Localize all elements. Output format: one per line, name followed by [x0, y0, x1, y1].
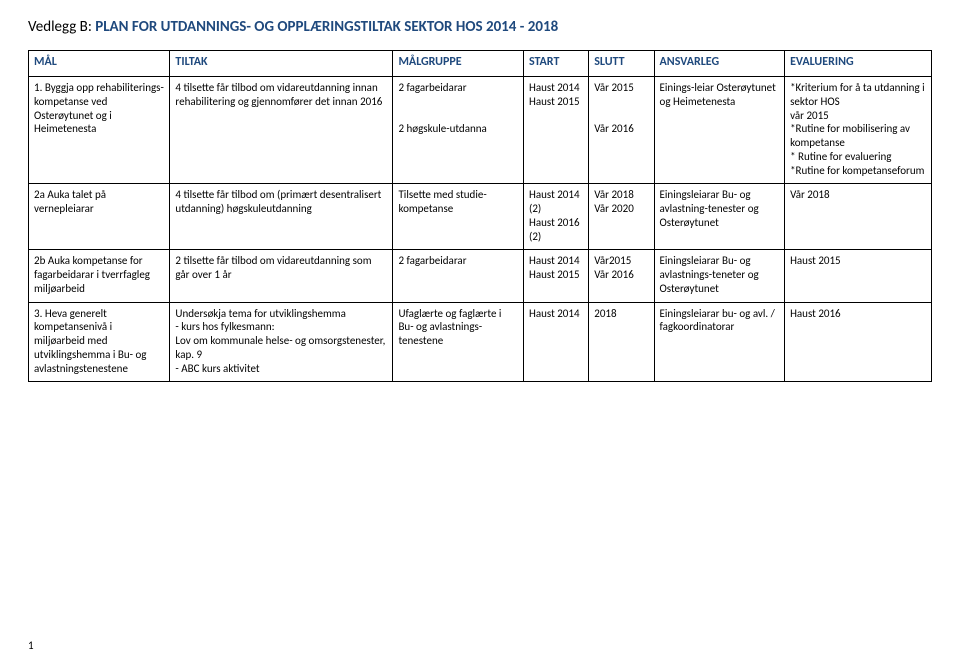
table-row: 1. Byggja opp rehabiliterings-kompetanse… — [29, 77, 932, 184]
cell-slutt: Vår2015Vår 2016 — [589, 250, 654, 302]
th-slutt: SLUTT — [589, 51, 654, 77]
cell-mal: 2b Auka kompetanse for fagarbeidarar i t… — [29, 250, 170, 302]
th-tiltak: TILTAK — [170, 51, 393, 77]
cell-tiltak: 4 tilsette får tilbod om vidareutdanning… — [170, 77, 393, 184]
cell-ansvarleg: Einingsleiarar bu- og avl. / fagkoordina… — [654, 302, 785, 382]
th-evaluering: EVALUERING — [785, 51, 932, 77]
cell-evaluering: Haust 2015 — [785, 250, 932, 302]
th-malgruppe: MÅLGRUPPE — [393, 51, 524, 77]
th-start: START — [523, 51, 588, 77]
cell-start: Haust 2014Haust 2015 — [523, 250, 588, 302]
cell-evaluering: Vår 2018 — [785, 184, 932, 250]
cell-slutt: Vår 2018Vår 2020 — [589, 184, 654, 250]
page-number: 1 — [28, 639, 34, 652]
title-main: PLAN FOR UTDANNINGS- OG OPPLÆRINGSTILTAK… — [95, 18, 558, 36]
cell-evaluering: Haust 2016 — [785, 302, 932, 382]
cell-evaluering: *Kriterium for å ta utdanning i sektor H… — [785, 77, 932, 184]
cell-start: Haust 2014Haust 2015 — [523, 77, 588, 184]
plan-table: MÅL TILTAK MÅLGRUPPE START SLUTT ANSVARL… — [28, 50, 932, 382]
cell-malgruppe: Ufaglærte og faglærte i Bu- og avlastnin… — [393, 302, 524, 382]
th-ansvarleg: ANSVARLEG — [654, 51, 785, 77]
table-header-row: MÅL TILTAK MÅLGRUPPE START SLUTT ANSVARL… — [29, 51, 932, 77]
cell-ansvarleg: Einingsleiarar Bu- og avlastnings-tenete… — [654, 250, 785, 302]
doc-title: Vedlegg B: PLAN FOR UTDANNINGS- OG OPPLÆ… — [28, 18, 932, 36]
cell-start: Haust 2014 (2)Haust 2016 (2) — [523, 184, 588, 250]
cell-slutt: 2018 — [589, 302, 654, 382]
cell-tiltak: 4 tilsette får tilbod om (primært desent… — [170, 184, 393, 250]
cell-malgruppe: 2 fagarbeidarar2 høgskule-utdanna — [393, 77, 524, 184]
th-mal: MÅL — [29, 51, 170, 77]
cell-mal: 1. Byggja opp rehabiliterings-kompetanse… — [29, 77, 170, 184]
table-row: 2b Auka kompetanse for fagarbeidarar i t… — [29, 250, 932, 302]
table-row: 2a Auka talet på vernepleiarar 4 tilsett… — [29, 184, 932, 250]
cell-mal: 2a Auka talet på vernepleiarar — [29, 184, 170, 250]
cell-ansvarleg: Einingsleiarar Bu- og avlastning-teneste… — [654, 184, 785, 250]
cell-mal: 3. Heva generelt kompetansenivå i miljøa… — [29, 302, 170, 382]
cell-tiltak: Undersøkja tema for utviklingshemma- kur… — [170, 302, 393, 382]
page: Vedlegg B: PLAN FOR UTDANNINGS- OG OPPLÆ… — [0, 0, 960, 660]
cell-malgruppe: Tilsette med studie-kompetanse — [393, 184, 524, 250]
cell-start: Haust 2014 — [523, 302, 588, 382]
cell-slutt: Vår 2015Vår 2016 — [589, 77, 654, 184]
cell-ansvarleg: Einings-leiar Osterøytunet og Heimetenes… — [654, 77, 785, 184]
cell-tiltak: 2 tilsette får tilbod om vidareutdanning… — [170, 250, 393, 302]
cell-malgruppe: 2 fagarbeidarar — [393, 250, 524, 302]
title-prefix: Vedlegg B: — [28, 18, 95, 36]
table-row: 3. Heva generelt kompetansenivå i miljøa… — [29, 302, 932, 382]
